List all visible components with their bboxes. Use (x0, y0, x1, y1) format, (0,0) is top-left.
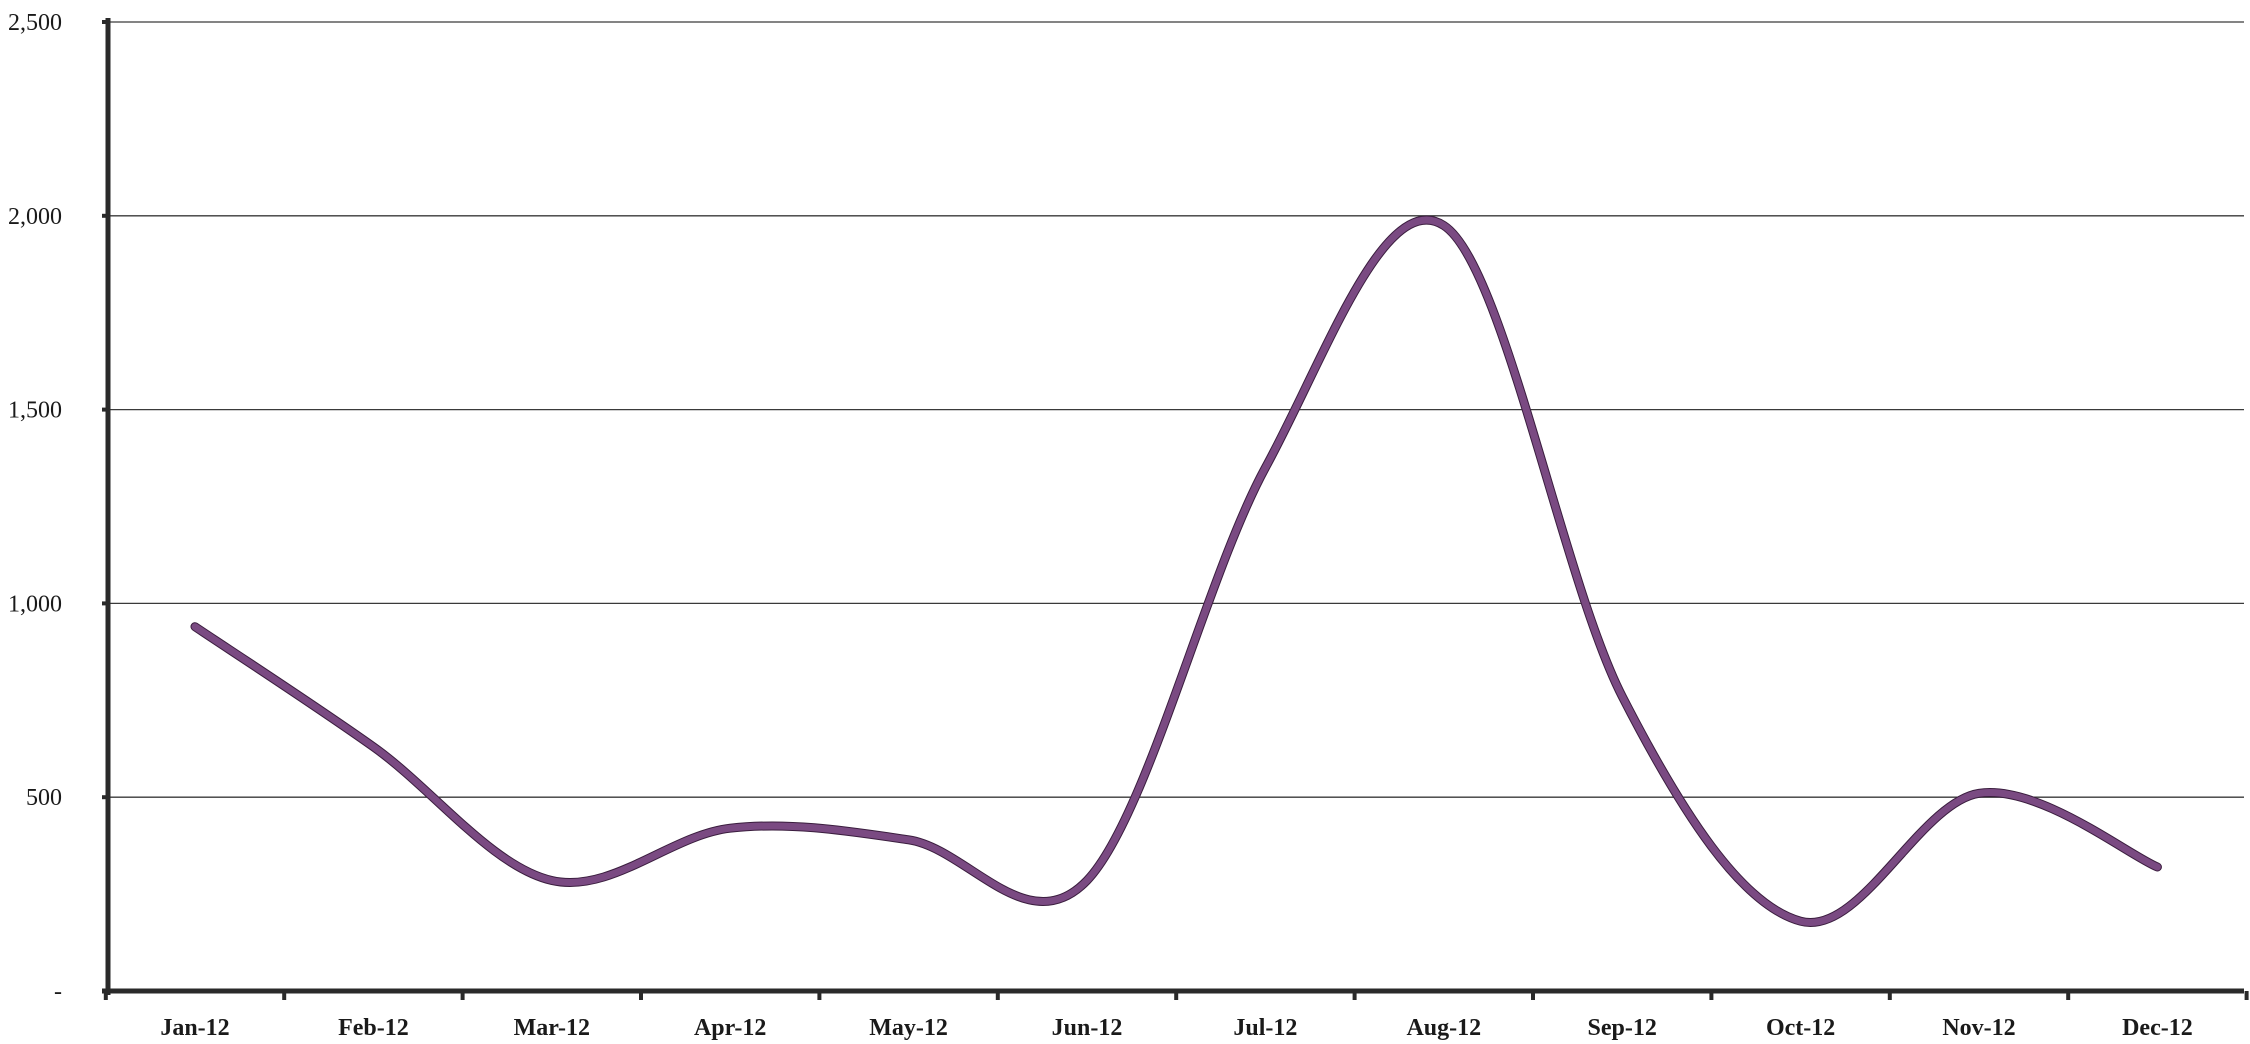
data-point (1083, 877, 1091, 885)
x-tick-label: Apr-12 (694, 1015, 766, 1041)
x-tick-label: Sep-12 (1588, 1015, 1657, 1041)
x-tick-label: Dec-12 (2122, 1015, 2193, 1041)
data-point (548, 877, 556, 885)
data-point (1261, 464, 1269, 472)
x-tick-label: Jun-12 (1052, 1015, 1123, 1041)
x-tick-label: Jul-12 (1233, 1015, 1297, 1041)
data-point (1618, 692, 1626, 700)
y-tick-label: 500 (26, 785, 62, 811)
y-tick-label: 1,500 (8, 398, 62, 424)
x-tick-label: Aug-12 (1406, 1015, 1481, 1041)
y-tick-label: 1,000 (8, 591, 62, 617)
y-tick-label: 2,000 (8, 204, 62, 230)
data-point (369, 743, 377, 751)
x-tick-label: Jan-12 (160, 1015, 229, 1041)
x-axis: Jan-12 Feb-12 Mar-12 Apr-12 May-12 Jun-12 Jul-… (102, 988, 2249, 1041)
x-tick-label: Nov-12 (1942, 1015, 2015, 1041)
x-tick-label: Feb-12 (338, 1015, 409, 1041)
gridlines (108, 21, 2244, 798)
y-tick-label: 2,500 (8, 10, 62, 36)
data-point (1975, 789, 1983, 797)
data-point (1440, 221, 1448, 229)
data-point (905, 836, 913, 844)
series-layer (190, 215, 2162, 928)
y-axis: - 500 1,000 1,500 2,000 2,500 (8, 10, 111, 1005)
x-tick-label: May-12 (869, 1015, 948, 1041)
data-point (2153, 863, 2161, 871)
series-line (191, 216, 2161, 927)
x-tick-label: Oct-12 (1766, 1015, 1835, 1041)
data-point (191, 623, 199, 631)
y-tick-label: - (54, 979, 62, 1005)
data-point (1797, 917, 1805, 925)
x-tick-label: Mar-12 (514, 1015, 590, 1041)
series-line-outline (190, 215, 2162, 928)
data-point (726, 824, 734, 832)
